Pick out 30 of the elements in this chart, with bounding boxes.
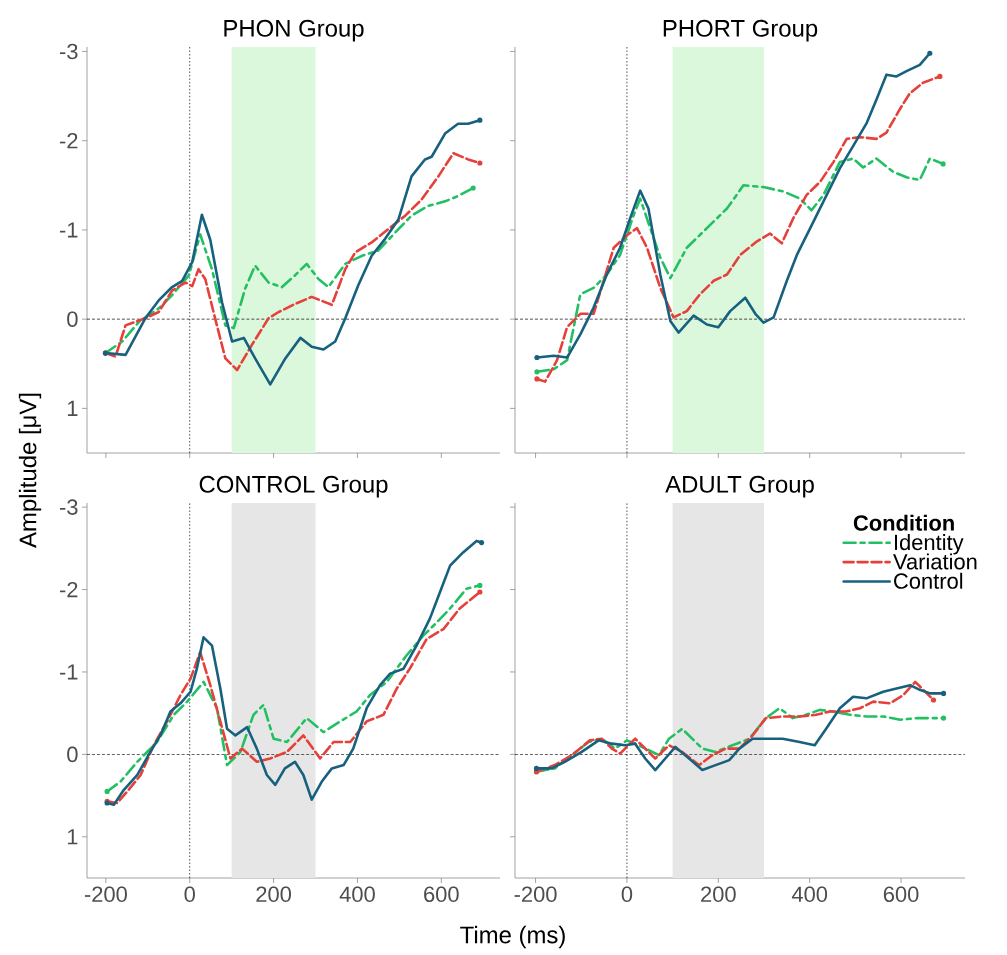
x-tick-label: 600 — [883, 886, 919, 903]
y-tick-label: -2 — [59, 581, 78, 598]
chart-title: CONTROL Group — [199, 475, 388, 498]
y-tick-label: 0 — [67, 311, 78, 327]
x-tick-label: -200 — [514, 886, 557, 903]
chart-title: PHON Group — [224, 19, 364, 42]
x-axis-title: Time (ms) — [460, 925, 565, 949]
x-tick-label: 200 — [701, 886, 736, 903]
chart-title: PHORT Group — [663, 19, 818, 42]
y-tick-label: 1 — [67, 829, 78, 845]
y-tick-label: -3 — [59, 43, 78, 60]
x-tick-label: 400 — [791, 886, 828, 903]
legend-title: Condition — [853, 514, 954, 531]
chart-title: ADULT Group — [665, 475, 814, 498]
y-tick-label: -1 — [59, 664, 78, 680]
x-tick-label: 0 — [621, 886, 633, 903]
legend-label: Variation — [893, 553, 977, 570]
x-tick-label: 0 — [184, 886, 195, 903]
x-tick-label: -200 — [84, 886, 127, 903]
x-tick-label: 200 — [256, 886, 291, 903]
y-tick-label: -3 — [59, 499, 78, 515]
y-tick-label: 0 — [67, 746, 78, 763]
legend-label: Control — [894, 572, 963, 589]
x-tick-label: 400 — [339, 886, 375, 903]
y-tick-label: -2 — [59, 133, 78, 149]
y-tick-label: 1 — [67, 400, 78, 416]
x-tick-label: 600 — [424, 886, 459, 903]
y-tick-label: -1 — [59, 222, 78, 238]
legend-label: Identity — [894, 534, 964, 555]
y-axis-title: Amplitude [μV] — [18, 393, 42, 548]
